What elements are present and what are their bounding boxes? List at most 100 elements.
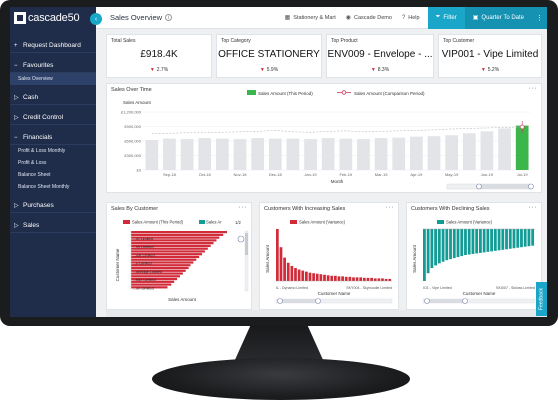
filter-button[interactable]: ⏷ Filter [427, 7, 465, 29]
bar [467, 229, 471, 255]
panel-title: Customers With Declining Sales [411, 206, 490, 212]
bar [323, 274, 326, 281]
more-vertical-icon: ⋮ [536, 14, 543, 22]
user-menu[interactable]: ◉ Cascade Demo [346, 14, 392, 22]
sidebar-item-label: Purchases [23, 202, 54, 209]
legend-label: Sales Amount (Comparison Period) [354, 91, 425, 96]
sidebar-subitem-balance-sheet[interactable]: Balance Sheet [10, 169, 96, 181]
kpi-delta: ▼ 5.9% [259, 67, 279, 73]
bar [286, 262, 290, 281]
arrow-down-icon: ▼ [480, 67, 486, 73]
bar [392, 137, 406, 170]
panel-title: Sales By Customer [111, 206, 159, 212]
sidebar-subitem-label: Sales Overview [18, 76, 53, 82]
kpi-top-product[interactable]: Top Product ENV009 - Envelope - ... ▼ 8.3… [326, 34, 434, 78]
y-axis-label: Customer Name [115, 248, 120, 281]
bar [410, 136, 423, 170]
sidebar-item-label: Sales [23, 222, 40, 229]
bar [308, 272, 312, 281]
sidebar-subitem-label: Balance Sheet [18, 172, 51, 178]
sidebar-item-label: Cash [23, 94, 39, 101]
row-label: ...rtt Limited [133, 237, 153, 241]
bar [359, 277, 363, 281]
sidebar-subitem-sales-overview[interactable]: Sales Overview [10, 73, 96, 85]
y-axis-label: Sales Amount [265, 244, 270, 273]
sidebar-item-sales[interactable]: ▷ Sales [10, 219, 96, 233]
bar [449, 229, 452, 260]
bar [131, 286, 168, 289]
chevron-left-icon: ‹ [94, 15, 98, 23]
scrollbar-thumb [245, 233, 248, 255]
bar [426, 229, 430, 274]
sidebar-item-credit-control[interactable]: ▷ Credit Control [10, 111, 96, 125]
x-tick-label: Jun-19 [481, 172, 494, 177]
monitor-base [152, 358, 410, 400]
bar [482, 229, 486, 253]
declining-sales-panel: Customers With Declining Sales ··· Sales… [406, 202, 542, 310]
sidebar-item-request-dashboard[interactable]: + Request Dashboard [10, 39, 96, 53]
help-icon: ? [401, 14, 406, 21]
info-icon[interactable]: i [165, 14, 173, 21]
bar [374, 138, 388, 170]
bar [434, 229, 437, 266]
bar [131, 253, 203, 256]
sales-by-customer-chart: Sales Amount (This Period) Sales Ar 1/2 Cus… [115, 220, 249, 302]
kpi-label: Total Sales [111, 38, 136, 44]
bar [131, 242, 214, 245]
sidebar-item-purchases[interactable]: ▷ Purchases [10, 199, 96, 213]
bar [330, 275, 334, 281]
feedback-tab[interactable]: Feedback [536, 282, 547, 316]
panel-menu-button[interactable]: ··· [528, 85, 537, 92]
bar [348, 276, 352, 281]
bar [131, 261, 194, 264]
bar [131, 275, 180, 278]
bar [290, 265, 294, 281]
more-menu-button[interactable]: ⋮ [532, 7, 547, 29]
bar [251, 138, 264, 170]
more-panels-strip [106, 310, 547, 317]
sidebar-item-favourites[interactable]: − Favourites [10, 59, 96, 73]
filter-icon: ⏷ [435, 14, 441, 20]
feedback-label: Feedback [538, 288, 545, 310]
x-tick-label: IL - Dynamo Limited [276, 286, 308, 290]
collapse-sidebar-button[interactable]: ‹ [90, 13, 102, 25]
legend-swatch [437, 220, 444, 224]
arrow-down-icon: ▼ [259, 67, 265, 73]
bar [131, 250, 205, 253]
sidebar-item-label: Credit Control [23, 114, 64, 121]
sidebar-item-cash[interactable]: ▷ Cash [10, 91, 96, 105]
sidebar-subitem-profit-loss[interactable]: Profit & Loss [10, 157, 96, 169]
panel-menu-button[interactable]: ··· [528, 204, 537, 211]
sidebar-item-label: Request Dashboard [23, 42, 81, 49]
kpi-top-customer[interactable]: Top Customer VIP001 - Vipe Limited ▼ 5.2% [438, 34, 542, 78]
company-switcher[interactable]: ▦ Stationery & Mart [285, 14, 336, 22]
bar [357, 139, 370, 170]
sidebar-subitem-profit-loss-monthly[interactable]: Profit & Loss Monthly [10, 145, 96, 157]
period-button[interactable]: ▣ Quarter To Date [464, 7, 532, 29]
bar [131, 283, 172, 286]
bar [388, 278, 392, 281]
bar [475, 229, 479, 254]
increasing-sales-chart: Sales Amount (Variance) Sales Amount IL - … [265, 220, 393, 304]
help-link[interactable]: ? Help [402, 15, 420, 21]
y-axis-label: Sales Amount [123, 100, 152, 105]
panel-menu-button[interactable]: ··· [385, 204, 394, 211]
sidebar-item-financials[interactable]: − Financials [10, 131, 96, 145]
bar [512, 229, 516, 249]
x-tick-label: Sep-18 [163, 172, 177, 177]
bar [508, 229, 512, 249]
panel-menu-button[interactable]: ··· [238, 204, 247, 211]
bar [366, 277, 370, 281]
bar [515, 125, 529, 170]
bar [337, 276, 341, 281]
bar [145, 140, 159, 170]
x-tick-label: Nov-18 [234, 172, 248, 177]
kpi-top-category[interactable]: Top Category OFFICE STATIONERY ▼ 5.9% [216, 34, 322, 78]
logo: cascade50 [10, 7, 96, 29]
chevron-right-icon: ▷ [14, 115, 19, 121]
range-slider-track [275, 298, 393, 304]
x-axis-label: Customer Name [463, 291, 496, 296]
sales-over-time-chart: Sales Amount (This Period) Sales Amount (… [121, 90, 534, 190]
sidebar-subitem-balance-sheet-monthly[interactable]: Balance Sheet Monthly [10, 181, 96, 193]
kpi-total-sales[interactable]: Total Sales £918.4K ▼ 2.7% [106, 34, 212, 78]
